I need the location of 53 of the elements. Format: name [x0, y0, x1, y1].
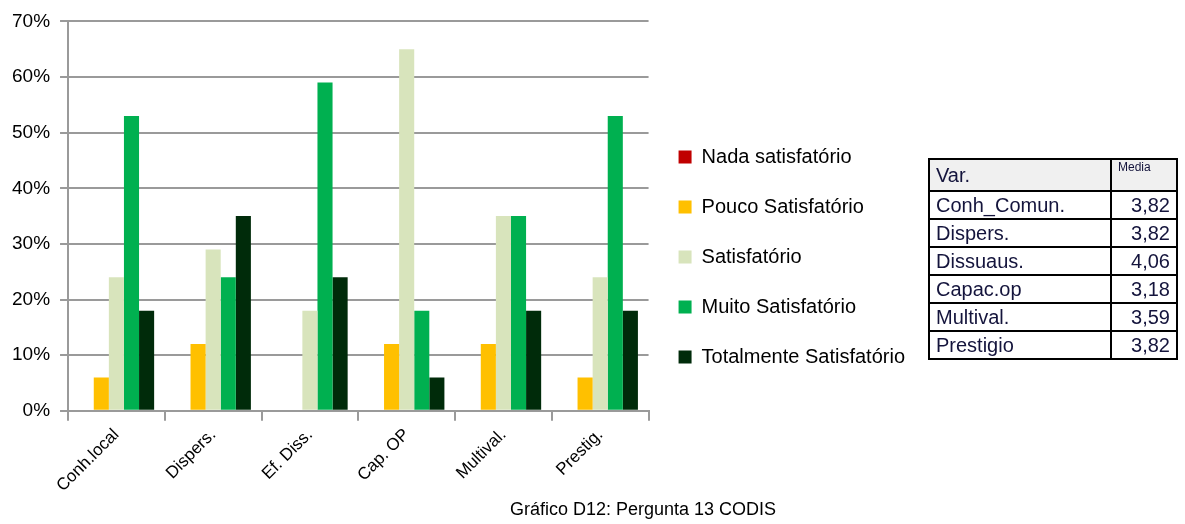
- bar: [414, 310, 430, 410]
- bar: [123, 115, 140, 410]
- bar: [592, 277, 608, 410]
- category-label: Dispers.: [929, 219, 1111, 247]
- bar: [607, 115, 623, 410]
- bar: [526, 310, 542, 410]
- legend-label: Muito Satisfatório: [701, 294, 857, 317]
- bar: [577, 377, 593, 410]
- text: 3,18: [1131, 278, 1170, 300]
- category-label: Prestigio: [929, 331, 1111, 359]
- bar: [317, 82, 333, 410]
- text: 4,06: [1131, 250, 1170, 272]
- text: 3,82: [1131, 194, 1170, 216]
- bar: [108, 277, 124, 410]
- y-tick-label: 70%: [12, 9, 51, 31]
- bar: [622, 310, 638, 410]
- text: 3,82: [1131, 334, 1170, 356]
- y-tick-label: 40%: [12, 176, 51, 198]
- bar: [480, 344, 496, 410]
- legend-label: Satisfatório: [701, 244, 802, 267]
- bar: [139, 310, 155, 410]
- bar: [93, 377, 109, 410]
- bar: [495, 216, 511, 410]
- category-label: Dissuaus.: [929, 247, 1111, 275]
- bar: [384, 344, 400, 410]
- y-tick-label: 10%: [12, 343, 51, 365]
- legend-label: Totalmente Satisfatório: [701, 344, 905, 367]
- bar: [302, 310, 318, 410]
- y-tick-label: 20%: [12, 287, 51, 309]
- category-label: Conh_Comun.: [929, 191, 1111, 219]
- category-label: Multival.: [929, 303, 1111, 331]
- legend-label: Nada satisfatório: [701, 144, 852, 167]
- text: Gráfico D12: Pergunta 13 CODIS: [510, 499, 777, 520]
- bar: [399, 49, 415, 410]
- text: 3,59: [1131, 306, 1170, 328]
- bar: [235, 216, 251, 410]
- legend-label: Pouco Satisfatório: [701, 194, 864, 217]
- bar: [332, 277, 348, 410]
- bar: [510, 216, 527, 410]
- bar: [190, 344, 206, 410]
- category-label: Capac.op: [929, 275, 1111, 303]
- y-tick-label: 0%: [22, 399, 51, 421]
- text: Var.: [929, 159, 1111, 191]
- x-tick-label: Cap. OP: [353, 424, 413, 485]
- y-tick-label: 60%: [12, 65, 51, 87]
- x-tick-label: Ef. Diss.: [257, 424, 317, 483]
- text: 3,82: [1131, 222, 1170, 244]
- y-tick-label: 50%: [12, 120, 51, 142]
- bar: [220, 277, 236, 410]
- text: Media: [1111, 159, 1177, 191]
- bar: [205, 249, 221, 410]
- y-tick-label: 30%: [12, 232, 51, 254]
- bar: [429, 377, 445, 410]
